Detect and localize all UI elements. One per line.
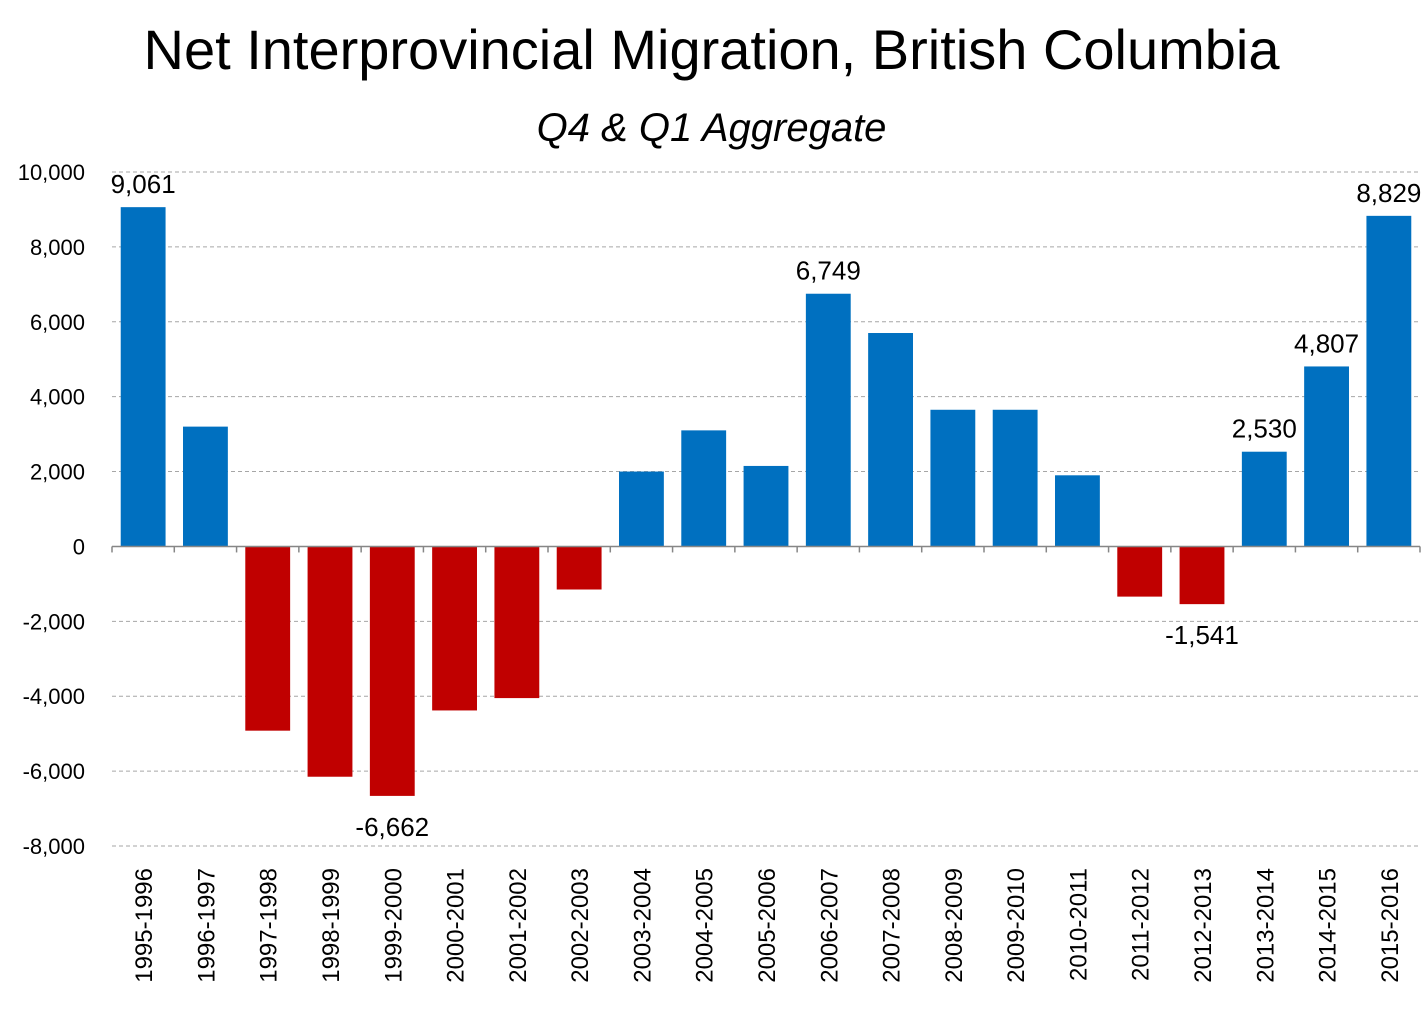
x-tick-label: 2013-2014	[1252, 868, 1279, 983]
x-tick-label: 2002-2003	[567, 868, 594, 983]
bar	[494, 546, 540, 699]
bar	[432, 546, 477, 711]
y-tick-label: -2,000	[23, 609, 85, 634]
y-tick-label: -6,000	[23, 759, 85, 784]
bar	[992, 409, 1038, 547]
y-tick-label: 10,000	[18, 160, 85, 185]
x-tick-label: 2010-2011	[1065, 868, 1092, 981]
y-tick-label: -8,000	[23, 834, 85, 859]
bar	[805, 293, 851, 547]
x-tick-label: 2011-2012	[1128, 868, 1155, 981]
x-tick-label: 2005-2006	[754, 868, 781, 983]
data-label: 6,749	[796, 256, 861, 286]
x-tick-label: 1995-1996	[131, 868, 158, 983]
x-tick-label: 2006-2007	[816, 868, 843, 983]
data-label: 4,807	[1294, 328, 1359, 358]
x-tick-label: 2008-2009	[941, 868, 968, 983]
bar	[307, 546, 353, 777]
y-tick-label: 4,000	[30, 385, 85, 410]
y-tick-label: 0	[73, 534, 85, 559]
bars	[120, 207, 1412, 796]
bar	[1366, 215, 1412, 547]
x-tick-label: 2003-2004	[629, 868, 656, 983]
bar	[1179, 546, 1225, 605]
y-tick-label: 2,000	[30, 460, 85, 485]
bar	[1117, 546, 1163, 597]
data-label: 8,829	[1356, 178, 1421, 208]
x-tick-label: 1996-1997	[193, 868, 220, 983]
x-tick-label: 2009-2010	[1003, 868, 1030, 983]
chart-subtitle: Q4 & Q1 Aggregate	[536, 106, 887, 150]
bar	[1304, 366, 1349, 547]
bar	[868, 333, 913, 547]
bar	[1055, 475, 1100, 547]
y-tick-label: 6,000	[30, 310, 85, 335]
y-tick-label: 8,000	[30, 235, 85, 260]
bar	[930, 409, 976, 547]
x-tick-label: 2004-2005	[692, 868, 719, 983]
y-axis-tick-labels: 10,000 8,000 6,000 4,000 2,000 0 -2,000 -4,000 -…	[18, 160, 85, 859]
data-label: 2,530	[1232, 414, 1297, 444]
bar	[369, 546, 415, 796]
x-tick-label: 1998-1999	[318, 868, 345, 983]
bar	[743, 465, 789, 547]
x-tick-label: 2014-2015	[1315, 868, 1342, 983]
x-tick-label: 2012-2013	[1190, 868, 1217, 983]
x-tick-label: 2007-2008	[879, 868, 906, 983]
x-tick-label: 1997-1998	[256, 868, 283, 983]
bar	[681, 430, 727, 547]
x-tick-label: 2001-2002	[505, 868, 532, 983]
x-axis-tick-labels: 1995-1996 1996-1997 1997-1998 1998-1999 1999…	[131, 868, 1404, 983]
data-label: -6,662	[355, 812, 429, 842]
y-tick-label: -4,000	[23, 684, 85, 709]
data-label: -1,541	[1165, 620, 1239, 650]
bar	[183, 426, 228, 547]
bar	[1241, 451, 1287, 547]
bar	[619, 471, 664, 547]
data-label: 9,061	[111, 169, 176, 199]
bar	[556, 546, 602, 590]
x-tick-label: 2000-2001	[443, 868, 470, 983]
x-axis	[111, 545, 1421, 553]
bar	[245, 546, 291, 731]
data-labels: 9,061 -6,662 6,749 -1,541 2,530 4,807 8,829	[111, 169, 1422, 842]
chart-title: Net Interprovincial Migration, British C…	[143, 18, 1280, 81]
x-tick-label: 1999-2000	[380, 868, 407, 983]
bar	[120, 207, 166, 547]
x-tick-label: 2015-2016	[1377, 868, 1404, 983]
